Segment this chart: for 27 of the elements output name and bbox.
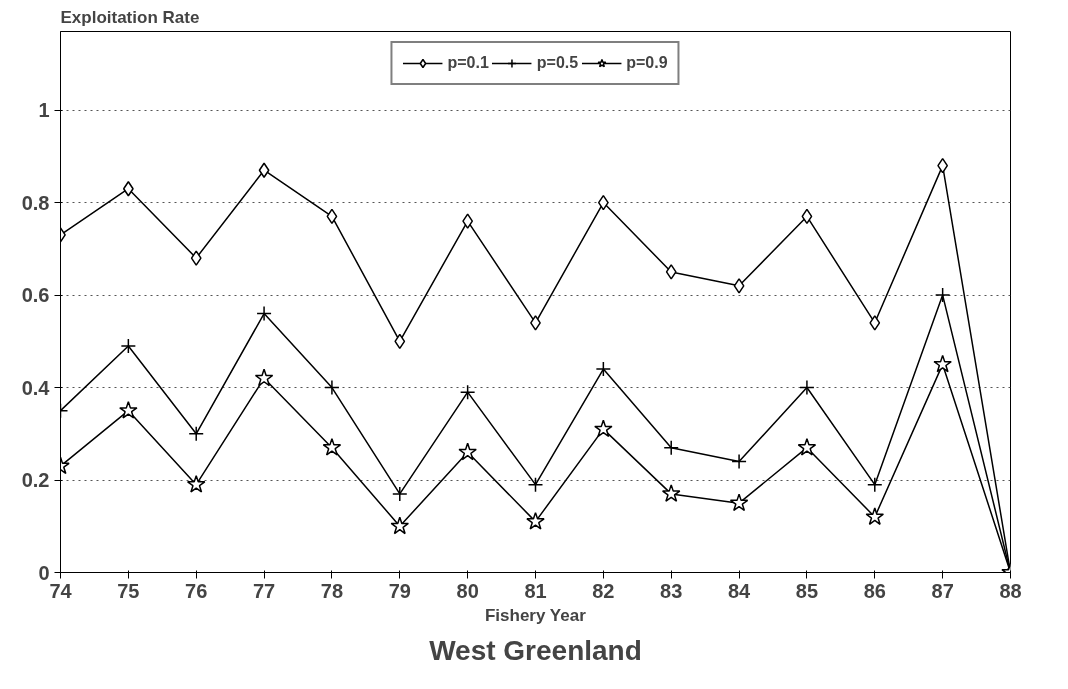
y-tick-label: 0.2 <box>21 469 50 492</box>
x-tick-label: 74 <box>49 579 73 602</box>
x-tick-label: 76 <box>185 579 208 602</box>
y-tick-label: 0.8 <box>21 191 50 214</box>
x-tick-label: 79 <box>388 579 411 602</box>
x-tick-label: 84 <box>727 579 752 602</box>
text: West Greenland <box>429 634 642 666</box>
x-axis-title: Fishery Year <box>484 605 587 625</box>
x-tick-label: 75 <box>117 579 140 602</box>
y-tick-label: 0.4 <box>21 376 51 399</box>
y-tick-label: 0.6 <box>21 284 50 307</box>
x-tick-label: 87 <box>931 579 954 602</box>
legend-label: p=0.9 <box>626 54 668 72</box>
legend-label: p=0.5 <box>536 54 579 72</box>
x-tick-label: 83 <box>660 579 683 602</box>
y-tick-label: 1 <box>38 99 50 122</box>
x-tick-label: 77 <box>252 579 276 602</box>
x-tick-label: 88 <box>999 579 1022 602</box>
y-tick-label: 0 <box>38 561 50 584</box>
y-axis-title: Exploitation Rate <box>60 7 200 27</box>
x-tick-label: 85 <box>795 579 819 602</box>
x-tick-label: 78 <box>320 579 344 602</box>
x-tick-label: 80 <box>456 579 479 602</box>
x-tick-label: 81 <box>524 579 547 602</box>
x-tick-label: 82 <box>592 579 615 602</box>
x-tick-label: 86 <box>863 579 886 602</box>
legend-label: p=0.1 <box>447 54 489 72</box>
